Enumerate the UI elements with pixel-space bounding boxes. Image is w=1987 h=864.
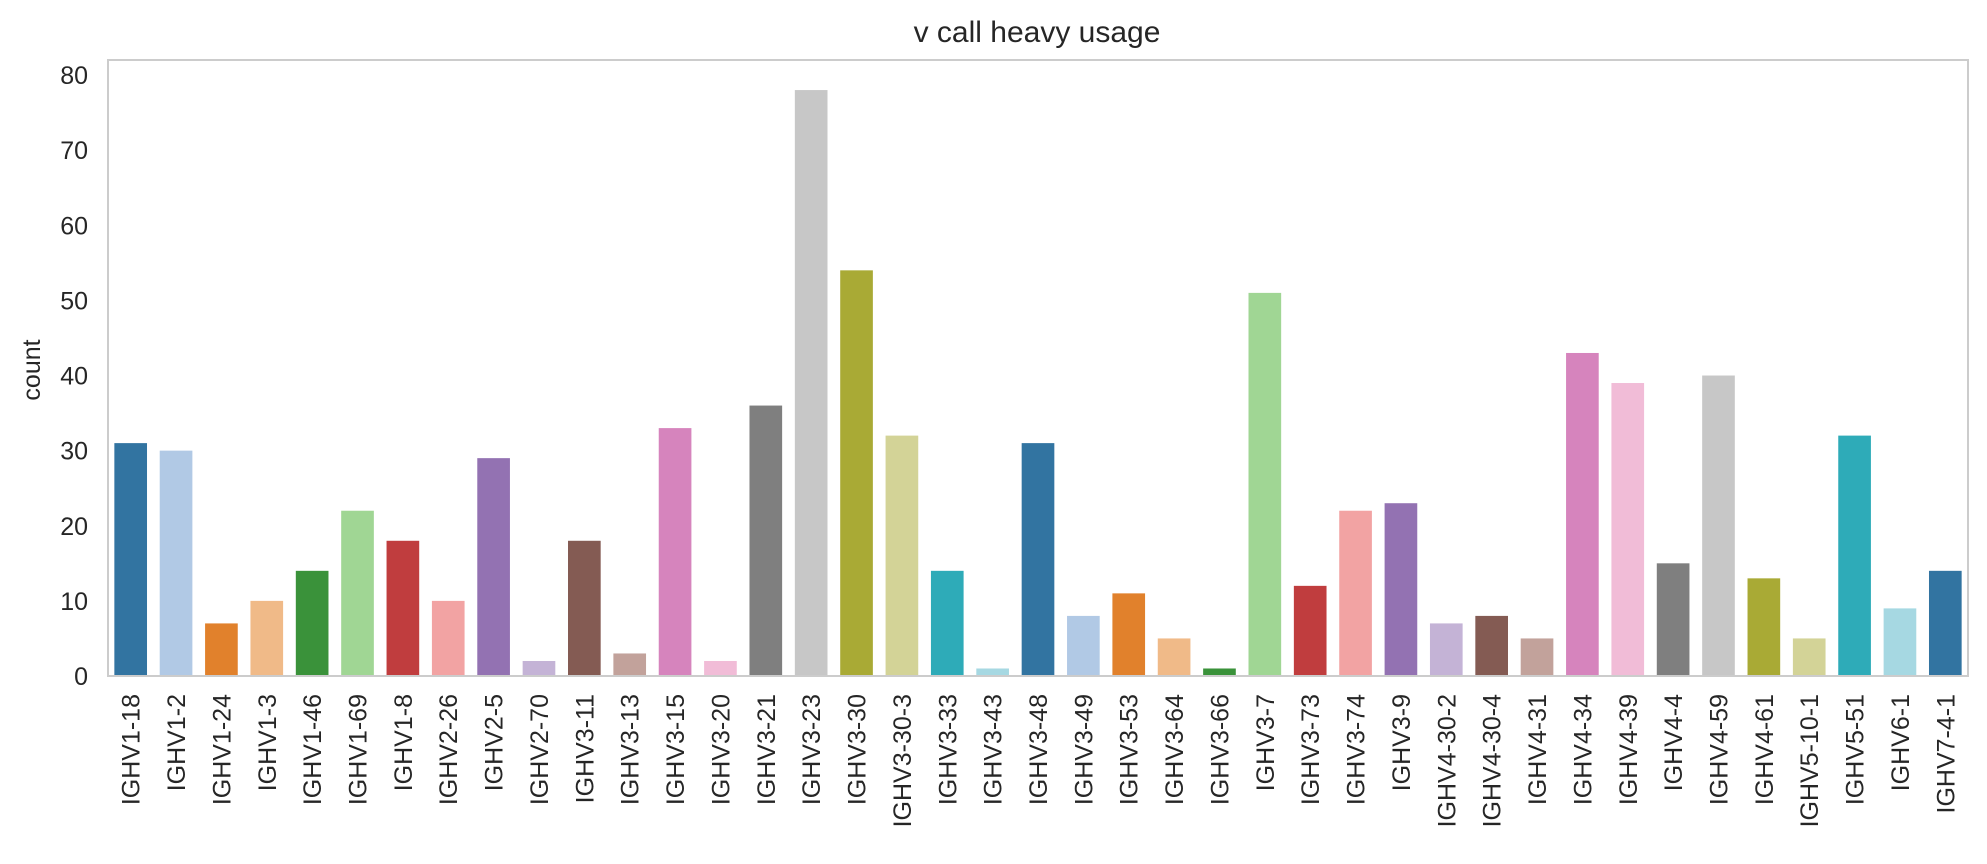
bar-IGHV4-4 xyxy=(1656,563,1690,676)
x-tick-label: IGHV6-1 xyxy=(1887,694,1915,791)
x-tick-label: IGHV5-10-1 xyxy=(1796,694,1824,827)
y-axis-ticks: 0 10 20 30 40 50 60 70 80 xyxy=(60,62,88,691)
bar-IGHV3-30-3 xyxy=(885,435,919,676)
x-tick-label: IGHV1-46 xyxy=(299,694,327,805)
x-tick-label: IGHV3-11 xyxy=(571,694,599,803)
x-tick-label: IGHV4-30-4 xyxy=(1479,694,1507,827)
bar-IGHV1-3 xyxy=(250,600,284,676)
x-axis-ticks: IGHV1-18 IGHV1-2 IGHV1-24 IGHV1-3 IGHV1-46 IG… xyxy=(118,694,1961,827)
x-tick-label: IGHV3-33 xyxy=(934,694,962,805)
x-tick-label: IGHV3-49 xyxy=(1070,694,1098,805)
x-tick-label: IGHV7-4-1 xyxy=(1932,694,1960,813)
bar-IGHV4-59 xyxy=(1702,375,1735,676)
x-tick-label: IGHV3-15 xyxy=(662,694,690,805)
bar-IGHV1-18 xyxy=(114,443,148,676)
bar-IGHV6-1 xyxy=(1883,608,1917,676)
x-tick-label: IGHV3-74 xyxy=(1343,694,1371,805)
bar-IGHV3-23 xyxy=(794,90,828,677)
y-tick-label: 10 xyxy=(60,588,88,616)
x-tick-label: IGHV3-23 xyxy=(798,694,826,805)
bar-IGHV3-30 xyxy=(840,270,873,676)
x-tick-label: IGHV4-39 xyxy=(1615,694,1643,805)
bar-IGHV4-30-2 xyxy=(1429,623,1463,676)
x-tick-label: IGHV4-59 xyxy=(1705,694,1733,805)
x-tick-label: IGHV2-26 xyxy=(435,694,463,805)
x-tick-label: IGHV3-43 xyxy=(980,694,1008,805)
x-tick-label: IGHV1-3 xyxy=(254,694,282,791)
x-tick-label: IGHV2-5 xyxy=(481,694,509,791)
x-tick-label: IGHV3-9 xyxy=(1388,694,1416,791)
x-tick-label: IGHV4-4 xyxy=(1660,694,1688,791)
x-tick-label: IGHV4-61 xyxy=(1751,694,1779,805)
bar-IGHV3-66 xyxy=(1203,668,1236,676)
bar-IGHV3-48 xyxy=(1021,443,1055,676)
x-tick-label: IGHV3-13 xyxy=(617,694,645,805)
bar-IGHV4-61 xyxy=(1747,578,1781,676)
bar-IGHV2-5 xyxy=(477,458,510,676)
bar-IGHV4-31 xyxy=(1520,638,1554,676)
x-tick-label: IGHV3-48 xyxy=(1025,694,1053,805)
y-tick-label: 0 xyxy=(74,663,88,691)
x-tick-label: IGHV3-64 xyxy=(1161,694,1189,805)
x-tick-label: IGHV3-21 xyxy=(753,694,781,805)
bar-IGHV2-70 xyxy=(522,660,556,676)
bar-IGHV7-4-1 xyxy=(1928,570,1962,676)
x-tick-label: IGHV3-30-3 xyxy=(889,694,917,827)
x-tick-label: IGHV1-18 xyxy=(118,694,146,805)
bar-IGHV5-10-1 xyxy=(1792,638,1826,676)
bar-IGHV1-24 xyxy=(205,623,238,676)
bar-IGHV3-74 xyxy=(1339,510,1372,676)
bar-IGHV3-49 xyxy=(1067,615,1100,676)
bar-IGHV3-64 xyxy=(1157,638,1191,676)
x-tick-label: IGHV3-30 xyxy=(844,694,872,805)
bar-IGHV3-9 xyxy=(1384,503,1418,676)
y-tick-label: 70 xyxy=(60,137,88,165)
bar-IGHV3-7 xyxy=(1248,292,1282,676)
x-tick-label: IGHV1-24 xyxy=(208,694,236,805)
x-tick-label: IGHV1-8 xyxy=(390,694,418,791)
y-tick-label: 80 xyxy=(60,62,88,90)
bar-IGHV4-34 xyxy=(1566,352,1599,676)
x-tick-label: IGHV1-69 xyxy=(345,694,373,805)
x-tick-label: IGHV3-73 xyxy=(1297,694,1325,805)
plot-frame xyxy=(107,59,1969,677)
bar-IGHV3-11 xyxy=(568,540,601,676)
bar-IGHV3-43 xyxy=(976,668,1009,676)
bar-IGHV1-2 xyxy=(159,450,193,676)
y-tick-label: 60 xyxy=(60,212,88,240)
bar-IGHV3-53 xyxy=(1112,593,1146,676)
bar-IGHV3-33 xyxy=(930,570,964,676)
x-tick-label: IGHV3-66 xyxy=(1206,694,1234,805)
bar-IGHV3-13 xyxy=(613,653,647,676)
x-tick-label: IGHV3-20 xyxy=(707,694,735,805)
bar-IGHV1-69 xyxy=(341,510,374,676)
bar-IGHV4-39 xyxy=(1611,383,1645,676)
y-tick-label: 50 xyxy=(60,287,88,315)
bar-IGHV3-15 xyxy=(658,428,692,676)
bar-IGHV1-8 xyxy=(386,540,420,676)
bars-group xyxy=(114,90,1962,677)
x-tick-label: IGHV4-34 xyxy=(1569,694,1597,805)
bar-IGHV3-21 xyxy=(749,405,783,676)
y-axis-label: count xyxy=(18,339,46,400)
x-tick-label: IGHV1-2 xyxy=(163,694,191,791)
y-tick-label: 40 xyxy=(60,363,88,391)
x-tick-label: IGHV5-51 xyxy=(1842,694,1870,805)
bar-IGHV5-51 xyxy=(1838,435,1871,676)
bar-IGHV2-26 xyxy=(431,600,465,676)
x-tick-label: IGHV2-70 xyxy=(526,694,554,805)
x-tick-label: IGHV4-30-2 xyxy=(1433,694,1461,827)
y-tick-label: 30 xyxy=(60,438,88,466)
bar-IGHV4-30-4 xyxy=(1475,615,1508,676)
y-tick-label: 20 xyxy=(60,513,88,541)
chart-title: v call heavy usage xyxy=(914,16,1161,49)
bar-IGHV1-46 xyxy=(295,570,329,676)
x-tick-label: IGHV3-7 xyxy=(1252,694,1280,791)
bar-IGHV3-20 xyxy=(704,660,737,676)
x-tick-label: IGHV4-31 xyxy=(1524,694,1552,805)
x-tick-label: IGHV3-53 xyxy=(1116,694,1144,805)
bar-IGHV3-73 xyxy=(1293,585,1327,676)
